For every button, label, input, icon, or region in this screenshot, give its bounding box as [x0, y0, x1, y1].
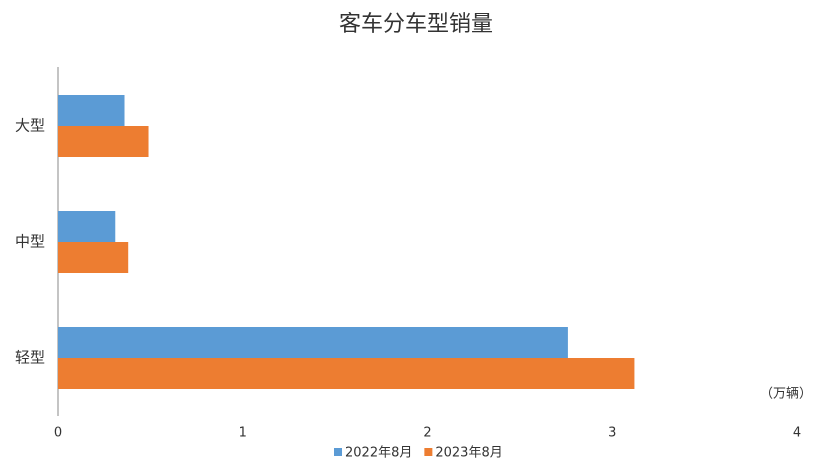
x-tick-label: 1 [239, 426, 247, 441]
y-tick-label: 中型 [15, 233, 45, 251]
bar [58, 242, 129, 273]
legend-swatch [334, 448, 342, 456]
x-tick-label: 3 [608, 426, 616, 441]
y-tick-label: 大型 [15, 117, 45, 135]
y-tick-label: 轻型 [15, 349, 45, 367]
legend-label: 2022年8月 [345, 446, 412, 461]
bar [58, 358, 635, 389]
bar [58, 95, 125, 126]
bar [58, 211, 116, 242]
unit-label: （万辆） [760, 387, 812, 402]
bar [58, 126, 149, 157]
chart-title: 客车分车型销量 [339, 12, 493, 37]
x-tick-label: 2 [423, 426, 431, 441]
bar [58, 327, 568, 358]
x-tick-label: 4 [793, 426, 801, 441]
x-tick-label: 0 [54, 426, 62, 441]
legend-label: 2023年8月 [435, 446, 502, 461]
legend-swatch [424, 448, 433, 456]
